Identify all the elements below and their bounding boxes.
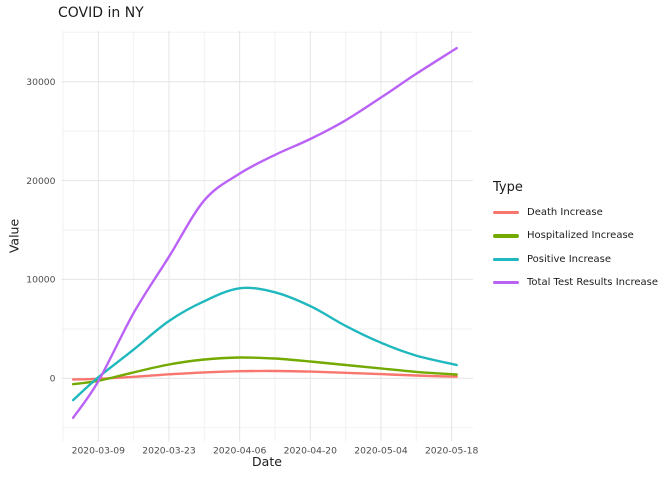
legend-item: Total Test Results Increase bbox=[493, 271, 658, 294]
legend-item: Death Increase bbox=[493, 201, 658, 224]
legend-label: Hospitalized Increase bbox=[527, 230, 634, 242]
x-tick-label: 2020-05-04 bbox=[354, 446, 408, 457]
legend-items: Death Increase Hospitalized Increase Posit… bbox=[493, 201, 658, 294]
legend-label: Total Test Results Increase bbox=[527, 277, 659, 289]
series-line-hospitalized-increase bbox=[71, 356, 458, 386]
x-tick-label: 2020-03-09 bbox=[72, 446, 126, 457]
x-tick-label: 2020-03-23 bbox=[142, 446, 196, 457]
legend-label: Death Increase bbox=[527, 207, 603, 219]
series-line-positive-increase bbox=[71, 286, 458, 402]
legend-key-line bbox=[493, 257, 519, 261]
legend-key-line bbox=[493, 280, 519, 285]
legend-key-line bbox=[493, 234, 519, 238]
x-tick-label: 2020-05-18 bbox=[425, 446, 479, 457]
y-tick-label: 20000 bbox=[26, 176, 55, 187]
legend-label: Positive Increase bbox=[527, 253, 612, 265]
legend-title: Type bbox=[493, 180, 523, 195]
x-tick-label: 2020-04-06 bbox=[213, 446, 267, 457]
legend-item: Positive Increase bbox=[493, 248, 658, 271]
legend-key-line bbox=[493, 210, 519, 215]
series-line-total-test-results-increase bbox=[71, 46, 458, 419]
y-tick-label: 30000 bbox=[26, 77, 55, 88]
series-line-death-increase bbox=[71, 369, 458, 381]
legend-item: Hospitalized Increase bbox=[493, 224, 658, 247]
legend: Type Death Increase Hospitalized Increase… bbox=[493, 180, 658, 294]
chart-title: COVID in NY bbox=[58, 5, 144, 21]
x-tick-label: 2020-04-20 bbox=[284, 446, 338, 457]
y-tick-label: 0 bbox=[50, 374, 56, 385]
x-axis-title: Date bbox=[252, 454, 282, 469]
y-axis-title: Value bbox=[6, 218, 22, 254]
y-tick-label: 10000 bbox=[26, 275, 55, 286]
